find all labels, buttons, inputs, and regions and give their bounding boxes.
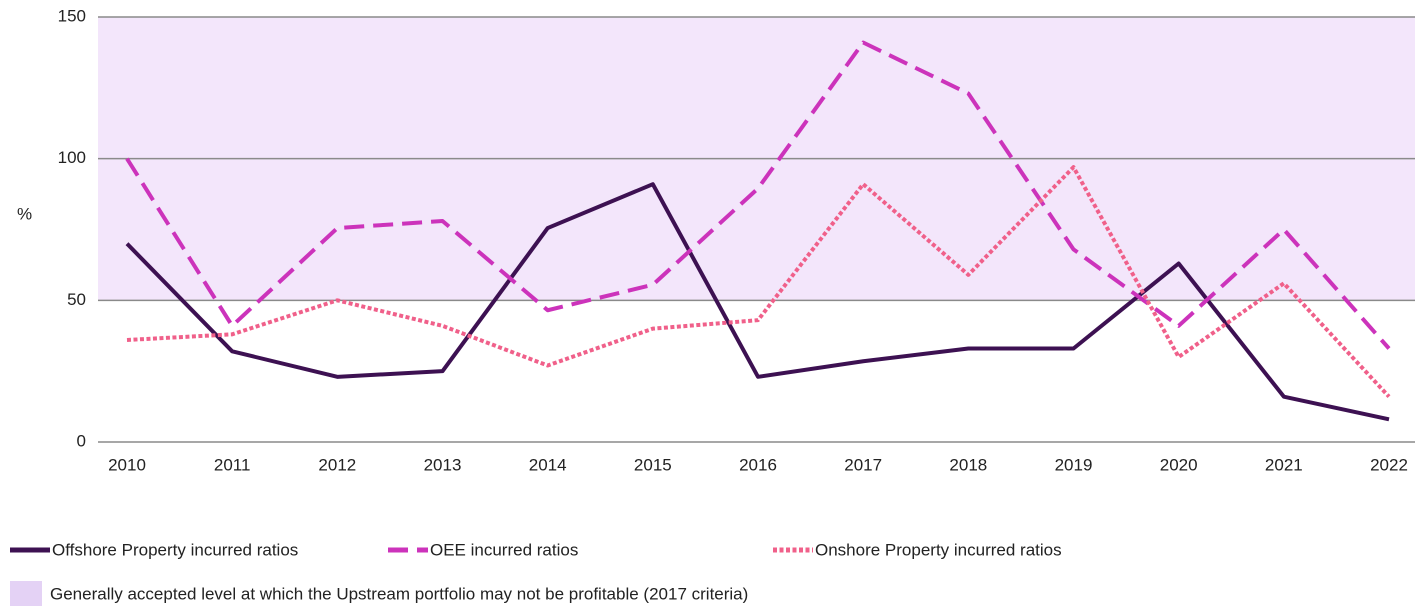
- x-tick-label: 2015: [634, 455, 672, 474]
- x-tick-label: 2016: [739, 455, 777, 474]
- legend-label: Onshore Property incurred ratios: [815, 540, 1062, 559]
- series-line: [125, 40, 1391, 350]
- x-tick-label: 2010: [108, 455, 146, 474]
- legend-label: OEE incurred ratios: [430, 540, 578, 559]
- y-tick-label: 100: [58, 148, 86, 167]
- x-tick-label: 2020: [1160, 455, 1198, 474]
- x-tick-label: 2017: [844, 455, 882, 474]
- x-tick-label: 2022: [1370, 455, 1408, 474]
- legend-label: Generally accepted level at which the Up…: [50, 584, 748, 603]
- x-tick-label: 2018: [949, 455, 987, 474]
- x-tick-label: 2014: [529, 455, 567, 474]
- x-tick-label: 2013: [424, 455, 462, 474]
- y-axis-label: %: [17, 204, 32, 223]
- series-line: [125, 182, 1390, 422]
- x-tick-label: 2011: [214, 455, 251, 474]
- x-tick-label: 2019: [1055, 455, 1093, 474]
- y-tick-label: 50: [67, 290, 86, 309]
- y-tick-label: 150: [58, 6, 86, 25]
- series-line: [126, 165, 1391, 399]
- legend-label: Offshore Property incurred ratios: [52, 540, 298, 559]
- x-tick-label: 2012: [318, 455, 356, 474]
- x-tick-label: 2021: [1265, 455, 1303, 474]
- legend-swatch: [10, 581, 42, 606]
- y-tick-label: 0: [77, 431, 86, 450]
